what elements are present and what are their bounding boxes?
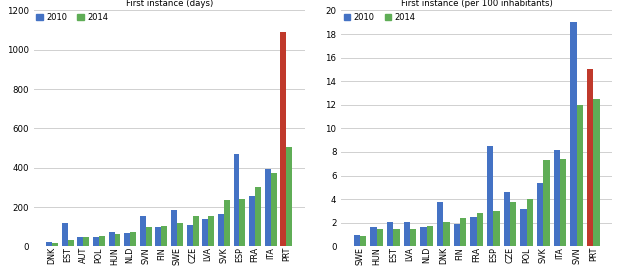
Bar <box>570 22 577 246</box>
Bar <box>487 146 493 246</box>
Bar <box>218 214 224 246</box>
Bar <box>280 32 287 246</box>
Bar <box>360 236 366 246</box>
Bar <box>554 150 560 246</box>
Bar <box>265 169 271 246</box>
Bar <box>124 233 130 246</box>
Bar <box>594 99 600 246</box>
Bar <box>543 160 550 246</box>
Bar <box>437 202 443 246</box>
Bar <box>155 227 162 246</box>
Bar <box>376 229 383 246</box>
Bar <box>443 222 449 246</box>
Bar <box>115 234 121 246</box>
Bar <box>171 210 177 246</box>
Bar <box>93 237 99 246</box>
Bar <box>537 183 543 246</box>
Bar <box>187 225 193 246</box>
Bar <box>387 222 393 246</box>
Text: First instance (days): First instance (days) <box>126 0 213 8</box>
Bar <box>130 232 136 246</box>
Bar <box>410 229 417 246</box>
Bar <box>460 218 466 246</box>
Bar <box>99 236 105 246</box>
Bar <box>67 240 74 246</box>
Bar <box>510 202 516 246</box>
Bar <box>353 234 360 246</box>
Bar <box>193 216 199 246</box>
Bar <box>255 187 261 246</box>
Bar <box>224 200 230 246</box>
Bar <box>208 216 214 246</box>
Legend: 2010, 2014: 2010, 2014 <box>35 12 109 23</box>
Bar <box>52 243 58 246</box>
Bar <box>140 216 145 246</box>
Bar <box>404 222 410 246</box>
Bar <box>420 227 426 246</box>
Bar <box>504 192 510 246</box>
Bar <box>240 199 245 246</box>
Text: First instance (per 100 inhabitants): First instance (per 100 inhabitants) <box>400 0 553 8</box>
Bar <box>370 227 376 246</box>
Bar <box>233 154 240 246</box>
Bar <box>62 223 67 246</box>
Legend: 2010, 2014: 2010, 2014 <box>343 12 417 23</box>
Bar <box>249 196 255 246</box>
Bar <box>426 226 433 246</box>
Bar <box>46 242 52 246</box>
Bar <box>108 232 115 246</box>
Bar <box>145 227 152 246</box>
Bar <box>577 105 583 246</box>
Bar <box>527 199 533 246</box>
Bar <box>162 226 167 246</box>
Bar <box>477 213 483 246</box>
Bar <box>521 209 527 246</box>
Bar <box>271 173 277 246</box>
Bar <box>177 223 183 246</box>
Bar <box>470 217 477 246</box>
Bar <box>202 219 208 246</box>
Bar <box>587 69 594 246</box>
Bar <box>493 211 500 246</box>
Bar <box>77 237 84 246</box>
Bar <box>287 147 292 246</box>
Bar <box>84 237 89 246</box>
Bar <box>560 159 566 246</box>
Bar <box>393 229 400 246</box>
Bar <box>454 224 460 246</box>
